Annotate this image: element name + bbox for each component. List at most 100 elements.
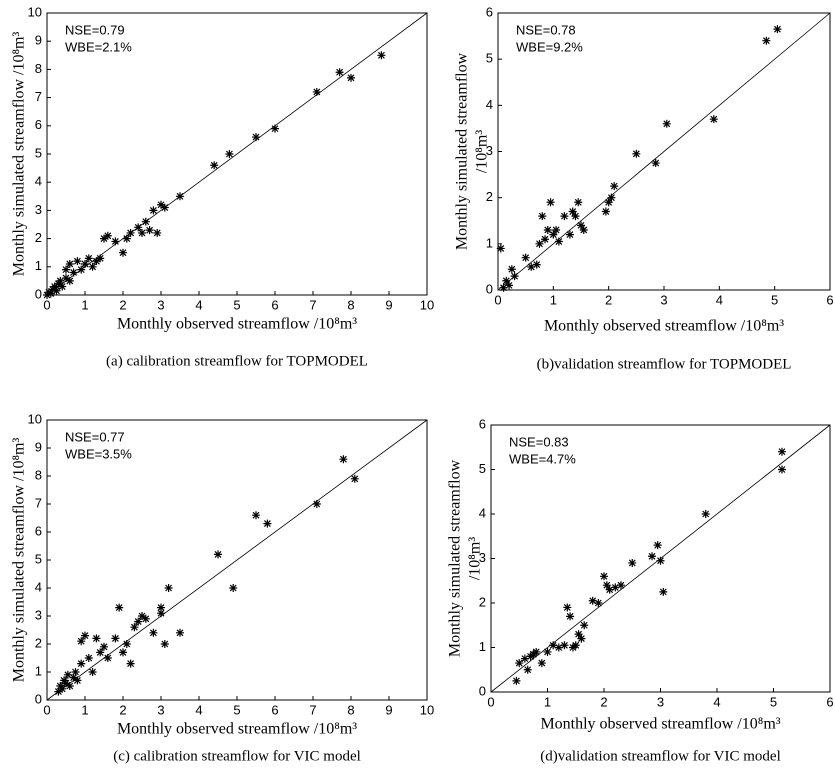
y-axis-label: Monthly simulated streamflow [447,459,464,657]
x-tick-label: 3 [657,694,664,709]
point [126,228,135,237]
point [138,228,146,237]
point [130,623,139,632]
point [77,637,86,646]
point [122,640,131,648]
point [62,274,70,283]
point [157,603,165,612]
y-tick-label: 5 [479,461,486,476]
y-tick-label: 5 [486,51,493,66]
point [377,51,386,60]
y-axis-label: /10⁸m³ [474,130,491,173]
x-tick-label: 7 [309,702,316,717]
x-tick-label: 9 [385,702,392,717]
x-tick-label: 2 [119,297,126,312]
point [762,36,771,45]
point [662,119,671,128]
point [157,200,165,209]
y-axis-label: /10⁸m³ [467,537,484,580]
x-tick-label: 6 [271,702,278,717]
x-tick-label: 2 [119,702,126,717]
point [160,203,169,212]
one-to-one-line [46,419,428,701]
point [560,212,569,221]
point [571,641,580,650]
point [77,659,86,668]
point [543,225,552,234]
x-tick-label: 8 [347,297,354,312]
point [543,647,552,656]
y-tick-label: 5 [35,145,42,160]
x-tick-label: 0 [487,694,494,709]
point [571,212,580,221]
point [100,234,108,243]
point [50,282,59,291]
point [210,161,219,170]
point [65,682,74,690]
point [577,634,586,643]
point [56,276,65,285]
point [523,665,532,674]
point [58,282,67,291]
point [532,260,541,269]
x-tick-label: 10 [420,297,434,312]
y-tick-label: 2 [479,594,486,609]
point [160,640,169,648]
point [122,234,131,243]
annotation: WBE=3.5% [65,446,132,461]
point [510,272,519,281]
point [81,631,89,640]
point [176,192,184,201]
point [134,617,143,626]
y-tick-label: 9 [35,439,42,454]
point [60,676,69,685]
x-tick-label: 2 [605,292,612,307]
point [96,254,105,263]
x-tick-label: 1 [81,297,88,312]
point [607,193,616,202]
point [65,276,74,285]
x-tick-label: 8 [347,702,354,717]
point [515,659,524,668]
x-tick-label: 4 [713,694,720,709]
annotation: WBE=4.7% [509,451,576,466]
point [149,206,158,215]
point [134,223,143,232]
point [568,207,577,216]
point [225,150,234,158]
point [347,73,355,82]
point [71,668,80,676]
point [157,609,165,618]
point [507,265,516,274]
annotation: NSE=0.78 [516,22,576,37]
point [648,552,657,561]
y-tick-label: 10 [28,411,42,426]
point [520,654,529,663]
point [164,584,173,592]
x-tick-label: 0 [43,702,50,717]
point [88,262,97,271]
point [709,115,718,124]
y-tick-label: 9 [35,33,42,48]
y-tick-label: 1 [479,639,486,654]
point [73,257,82,266]
one-to-one-line [497,12,831,291]
point [339,455,348,464]
point [103,654,112,662]
x-tick-label: 3 [157,702,164,717]
point [632,149,641,158]
y-tick-label: 7 [35,89,42,104]
point [594,599,603,607]
point [115,603,124,612]
point [546,198,555,207]
point [335,68,344,77]
point [176,628,184,637]
point [54,687,63,696]
point [651,159,660,168]
y-axis-label: Monthly simulated streamflow /10⁸m³ [11,32,28,277]
point [65,259,74,268]
y-tick-label: 2 [35,230,42,245]
point [602,581,611,590]
y-axis-label: Monthly simulated streamflow [454,52,471,250]
point [84,654,93,662]
